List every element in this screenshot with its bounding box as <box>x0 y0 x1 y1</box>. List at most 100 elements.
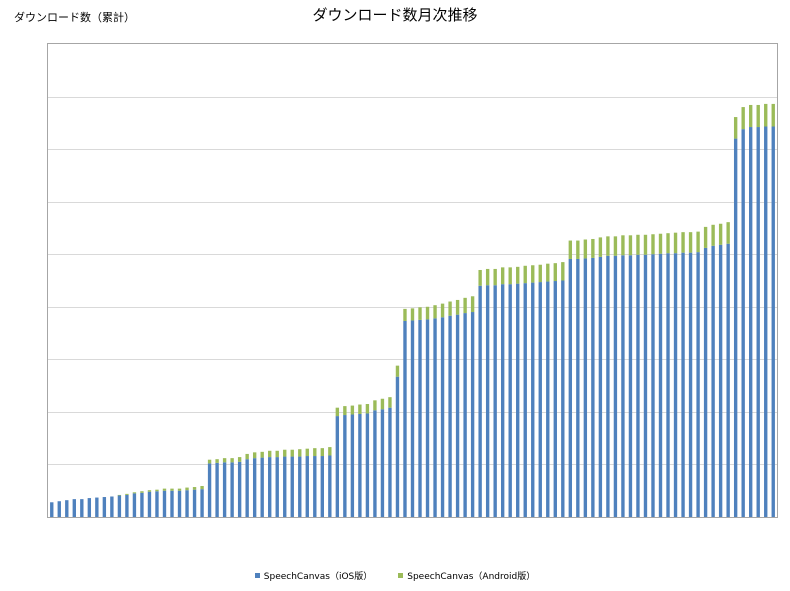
bar-android <box>433 305 437 319</box>
bar-android <box>192 487 197 490</box>
bar-android <box>628 235 633 256</box>
bar-ios <box>711 245 715 517</box>
bar-android <box>470 296 475 313</box>
bar-ios <box>440 317 445 517</box>
chart-title: ダウンロード数月次推移 <box>312 6 478 24</box>
bar-android <box>268 450 272 458</box>
bar-android <box>756 104 760 128</box>
bar-ios <box>749 127 753 517</box>
bar-ios <box>185 490 189 517</box>
bar-ios <box>658 253 663 517</box>
bar-android <box>493 268 497 286</box>
bar-ios <box>516 283 520 517</box>
bar-ios <box>455 314 460 517</box>
bar-android <box>621 235 625 256</box>
bar-ios <box>102 497 107 517</box>
bar-ios <box>726 243 730 517</box>
bar-android <box>546 263 550 282</box>
bar-ios <box>388 407 392 517</box>
bar-ios <box>207 463 212 517</box>
bar-ios <box>508 284 512 517</box>
bar-android <box>222 458 227 463</box>
bar-android <box>516 266 520 284</box>
bar-android <box>418 307 422 320</box>
bar-ios <box>65 500 69 517</box>
legend-label-android: SpeechCanvas（Android版） <box>407 572 536 582</box>
bar-android <box>155 489 159 492</box>
bar-android <box>538 264 542 283</box>
bar-android <box>455 299 460 315</box>
bar-ios <box>215 462 219 517</box>
bar-ios <box>117 495 122 517</box>
bar-ios <box>245 459 249 517</box>
bar-android <box>651 234 655 255</box>
bar-ios <box>87 498 92 517</box>
bar-android <box>185 487 189 491</box>
bar-android <box>478 269 482 286</box>
gridlines <box>48 97 777 465</box>
bar-android <box>395 365 400 377</box>
bar-android <box>328 447 332 456</box>
bar-ios <box>380 409 385 517</box>
bar-ios <box>673 253 678 518</box>
bar-android <box>305 448 309 457</box>
bar-ios <box>583 258 588 517</box>
bar-android <box>215 459 219 463</box>
bar-android <box>343 406 347 416</box>
bar-ios <box>50 502 54 517</box>
bar-ios <box>275 457 279 517</box>
bar-android <box>463 297 467 314</box>
bar-android <box>170 488 174 491</box>
bar-android <box>200 485 204 490</box>
bar-android <box>313 448 317 457</box>
bar-ios <box>598 256 603 517</box>
bar-ios <box>703 247 708 518</box>
bar-android <box>230 458 234 463</box>
bar-ios <box>771 126 775 517</box>
bar-android <box>613 236 618 256</box>
bar-android <box>508 267 512 285</box>
bar-ios <box>643 254 648 517</box>
bar-ios <box>373 410 377 517</box>
legend-swatch-ios <box>254 573 260 578</box>
bar-ios <box>485 285 490 517</box>
bar-android <box>147 490 152 492</box>
bar-android <box>673 232 678 254</box>
bar-ios <box>140 492 144 517</box>
bar-ios <box>606 255 610 518</box>
bar-android <box>425 306 430 320</box>
bar-android <box>658 233 663 254</box>
bar-ios <box>523 283 527 517</box>
bar-ios <box>756 127 760 517</box>
bar-ios <box>358 413 362 517</box>
bar-ios <box>538 282 542 517</box>
bar-ios <box>350 414 355 517</box>
bars <box>50 103 775 518</box>
bar-ios <box>80 499 84 517</box>
bar-android <box>245 453 249 460</box>
bar-ios <box>568 258 573 517</box>
bar-android <box>320 448 324 457</box>
bar-ios <box>433 318 437 517</box>
bar-android <box>606 236 610 256</box>
legend-label-ios: SpeechCanvas（iOS版） <box>263 572 373 582</box>
bar-ios <box>395 376 400 517</box>
plot-frame <box>47 43 778 518</box>
bar-android <box>283 449 287 457</box>
bar-ios <box>222 462 227 517</box>
bar-android <box>140 491 144 493</box>
bar-ios <box>313 456 317 517</box>
legend-item-android: SpeechCanvas（Android版） <box>398 569 535 582</box>
bar-ios <box>72 499 76 517</box>
bar-ios <box>328 455 332 517</box>
bar-android <box>440 303 445 318</box>
legend-swatch-android <box>398 573 404 578</box>
bar-android <box>696 231 700 253</box>
bar-ios <box>110 496 114 517</box>
bar-android <box>523 265 527 284</box>
bar-ios <box>320 456 324 517</box>
bar-android <box>688 232 693 253</box>
bar-ios <box>200 489 204 517</box>
bar-ios <box>628 255 633 517</box>
bar-android <box>666 233 670 254</box>
